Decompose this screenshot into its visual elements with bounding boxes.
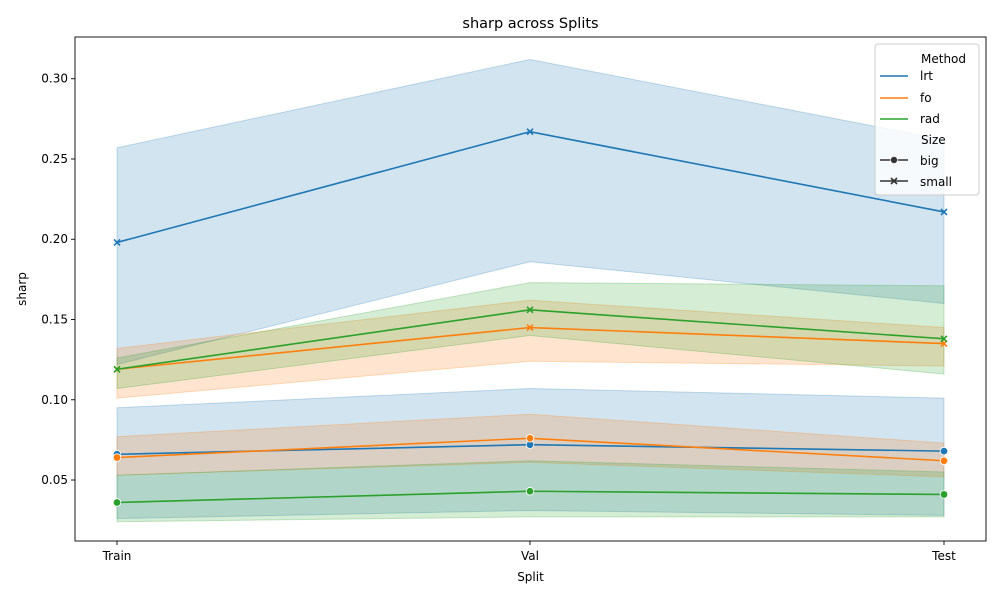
y-tick-label: 0.05 bbox=[41, 473, 68, 487]
x-axis-label: Split bbox=[517, 570, 544, 584]
y-tick-label: 0.15 bbox=[41, 312, 68, 326]
point-lrt-small bbox=[940, 208, 948, 216]
legend-x-marker-icon bbox=[890, 177, 898, 185]
x-tick-label: Train bbox=[102, 549, 132, 563]
legend-title-method: Method bbox=[921, 52, 966, 66]
ci-band-lrt-big bbox=[116, 388, 945, 520]
point-lrt-small bbox=[526, 128, 534, 136]
y-axis-label: sharp bbox=[15, 272, 29, 306]
plot-frame bbox=[74, 36, 987, 542]
point-fo-big bbox=[939, 456, 949, 465]
ci-band-lrt-small bbox=[116, 58, 945, 366]
y-tick-label: 0.10 bbox=[41, 393, 68, 407]
ci-band-rad-small bbox=[116, 282, 945, 390]
point-rad-small bbox=[940, 335, 948, 343]
point-rad-big bbox=[939, 490, 949, 499]
legend-label-small: small bbox=[920, 175, 952, 189]
y-axis: 0.05 0.10 0.15 0.20 0.25 0.30 bbox=[41, 72, 75, 487]
y-tick-label: 0.25 bbox=[41, 152, 68, 166]
y-tick-label: 0.20 bbox=[41, 232, 68, 246]
legend-label-fo: fo bbox=[920, 91, 932, 105]
point-fo-small bbox=[526, 323, 534, 332]
legend-circle-marker-icon bbox=[890, 156, 898, 164]
point-fo-big bbox=[112, 453, 122, 462]
x-tick-label: Test bbox=[931, 549, 956, 563]
point-lrt-big bbox=[939, 446, 949, 456]
y-tick-label: 0.30 bbox=[41, 72, 68, 86]
legend-label-rad: rad bbox=[920, 112, 940, 126]
legend-box bbox=[874, 43, 980, 196]
legend-label-big: big bbox=[920, 154, 939, 168]
legend-title-size: Size bbox=[921, 133, 946, 147]
x-axis: Train Val Test bbox=[102, 541, 956, 563]
legend: Method lrt fo rad Size big small bbox=[874, 43, 980, 196]
point-rad-big bbox=[525, 487, 535, 496]
point-rad-small bbox=[526, 306, 534, 314]
point-fo-big bbox=[525, 434, 535, 443]
point-rad-big bbox=[112, 498, 122, 507]
chart-title: sharp across Splits bbox=[462, 16, 598, 32]
x-tick-label: Val bbox=[521, 549, 539, 563]
point-rad-small bbox=[113, 365, 121, 373]
series-markers bbox=[112, 128, 949, 507]
point-lrt-small bbox=[113, 238, 121, 247]
legend-label-lrt: lrt bbox=[920, 69, 933, 83]
